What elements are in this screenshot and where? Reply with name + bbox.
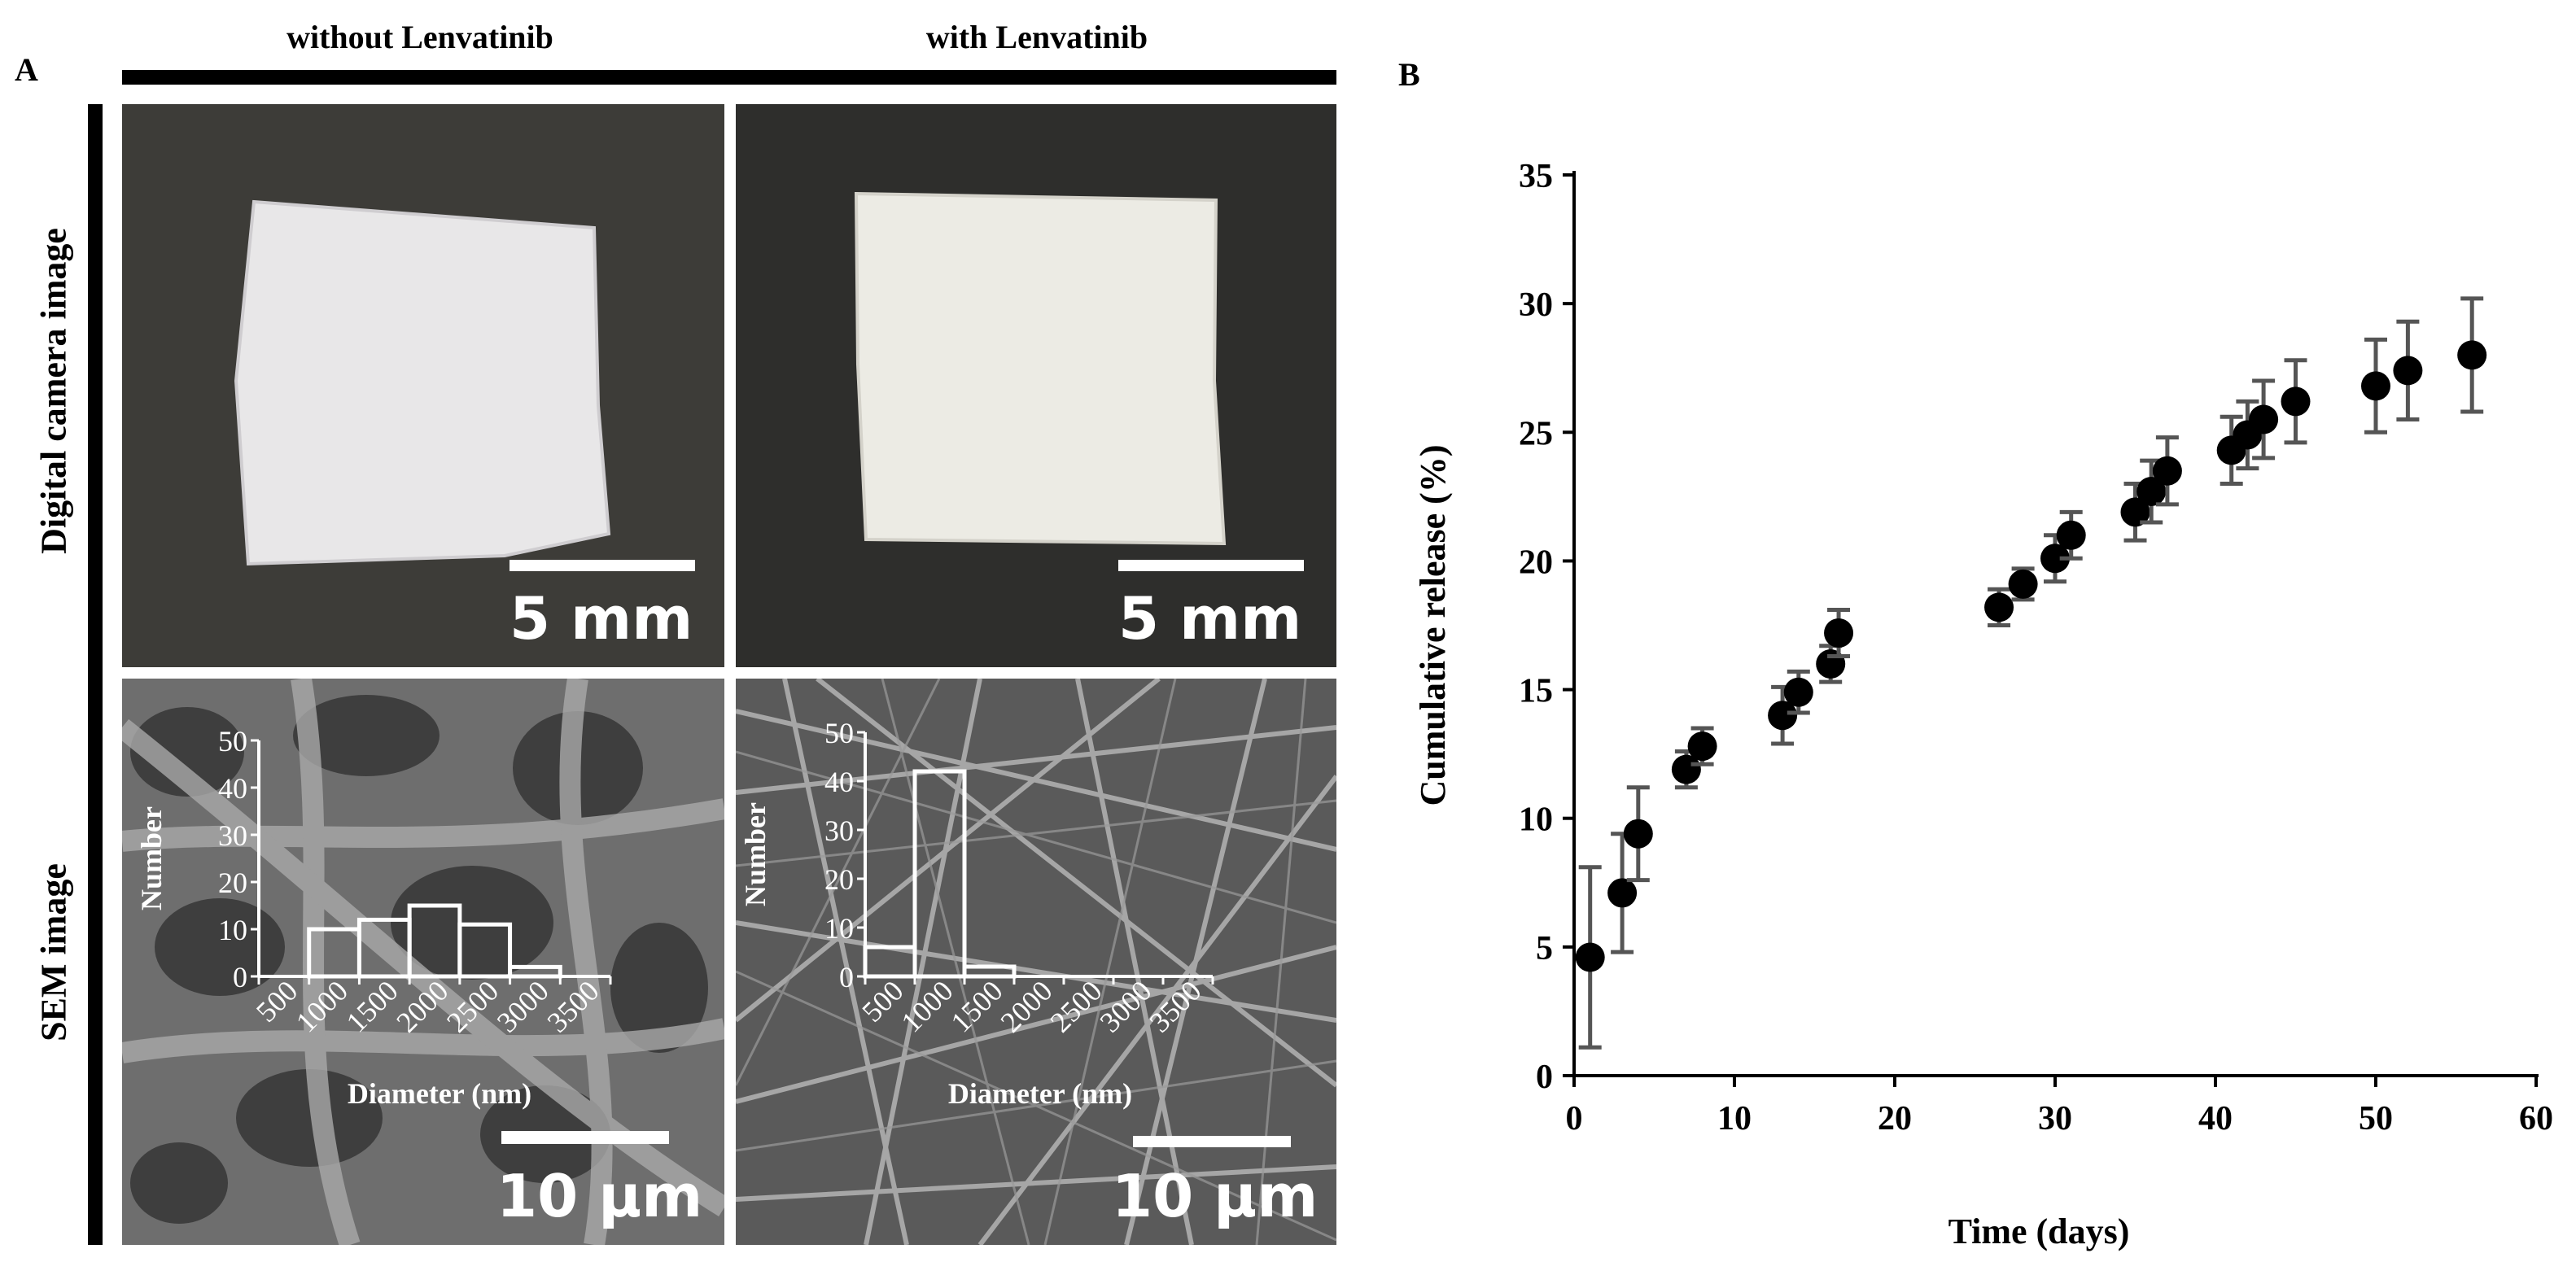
x-tick-label: 40	[2198, 1100, 2233, 1137]
hist-y-tick-label: 20	[824, 863, 854, 896]
scale-bar-camera-without	[510, 560, 695, 571]
y-tick-label: 15	[1519, 673, 1553, 710]
film-sample-without	[234, 199, 611, 566]
column-title-with: with Lenvatinib	[925, 19, 1148, 55]
hist-bar	[508, 964, 562, 979]
row-header-bar	[88, 104, 103, 1245]
scale-label-camera-without: 5 mm	[510, 584, 693, 653]
x-tick-label: 20	[1878, 1100, 1912, 1137]
data-point	[1768, 701, 1798, 731]
hist-x-axis-title: Diameter (nm)	[348, 1077, 531, 1110]
data-point	[1783, 677, 1813, 707]
hist-y-tick-label: 0	[233, 961, 247, 993]
y-tick-label: 30	[1519, 286, 1553, 324]
y-tick-label: 5	[1536, 930, 1553, 967]
data-point	[2457, 340, 2487, 370]
hist-y-tick-label: 50	[824, 717, 854, 749]
data-point	[1671, 754, 1701, 784]
data-point	[2249, 404, 2279, 434]
scale-bar-sem-with	[1133, 1136, 1291, 1147]
hist-y-tick-label: 10	[218, 914, 247, 946]
sem-image-without: 10 µm	[122, 679, 724, 1245]
x-tick-label: 30	[2038, 1100, 2072, 1137]
sem-fibers-without	[122, 679, 724, 1245]
hist-y-axis-title: Number	[135, 806, 168, 910]
x-tick-label: 0	[1566, 1100, 1583, 1137]
data-point	[1816, 648, 1846, 679]
hist-bar	[912, 769, 967, 979]
data-point	[2393, 356, 2423, 386]
x-tick-label: 50	[2359, 1100, 2393, 1137]
camera-photo-with: 5 mm	[736, 104, 1336, 667]
hist-y-tick-label: 40	[824, 766, 854, 798]
data-point	[2040, 544, 2070, 574]
hist-y-tick-label: 10	[824, 912, 854, 945]
hist-y-tick-label: 50	[218, 725, 247, 758]
camera-photo-without: 5 mm	[122, 104, 724, 667]
y-tick-label: 20	[1519, 544, 1553, 581]
column-title-without: without Lenvatinib	[286, 19, 553, 55]
x-axis-title: Time (days)	[1948, 1212, 2130, 1251]
y-tick-label: 25	[1519, 415, 1553, 452]
data-point	[1984, 592, 2014, 622]
data-point	[1687, 731, 1717, 762]
hist-y-tick-label: 40	[218, 772, 247, 805]
data-point	[1623, 819, 1653, 849]
y-tick-label: 10	[1519, 801, 1553, 839]
panel-a-label: A	[15, 51, 38, 88]
data-point	[2008, 569, 2038, 599]
x-tick-label: 60	[2519, 1100, 2553, 1137]
x-tick-label: 10	[1717, 1100, 1752, 1137]
hist-y-axis-title: Number	[739, 802, 772, 906]
data-point	[2281, 386, 2311, 417]
data-point	[2056, 520, 2086, 550]
film-sample-with	[854, 191, 1227, 546]
scale-label-sem-with: 10 µm	[1112, 1162, 1319, 1230]
column-header-bar	[122, 70, 1336, 85]
y-axis-title: Cumulative release (%)	[1413, 445, 1453, 806]
data-point	[1575, 942, 1605, 972]
hist-y-tick-label: 20	[218, 867, 247, 899]
data-point	[1607, 878, 1638, 908]
sem-fibers-with	[736, 679, 1336, 1245]
data-point	[2152, 456, 2182, 486]
y-tick-label: 35	[1519, 158, 1553, 195]
hist-x-axis-title: Diameter (nm)	[948, 1077, 1132, 1110]
panel-b-label: B	[1398, 56, 1420, 93]
y-tick-label: 0	[1536, 1059, 1553, 1096]
sem-image-with: 10 µm	[736, 679, 1336, 1245]
scale-bar-camera-with	[1118, 560, 1304, 571]
data-point	[2120, 497, 2150, 527]
scale-label-sem-without: 10 µm	[496, 1162, 703, 1230]
scale-bar-sem-without	[501, 1131, 669, 1144]
hist-y-tick-label: 0	[839, 961, 854, 993]
data-point	[2136, 477, 2167, 507]
hist-bar	[457, 922, 513, 979]
data-point	[2361, 371, 2390, 401]
hist-y-tick-label: 30	[218, 819, 247, 852]
hist-bar	[962, 964, 1017, 979]
scale-label-camera-with: 5 mm	[1118, 584, 1302, 653]
hist-y-tick-label: 30	[824, 814, 854, 847]
data-point	[1824, 618, 1854, 648]
